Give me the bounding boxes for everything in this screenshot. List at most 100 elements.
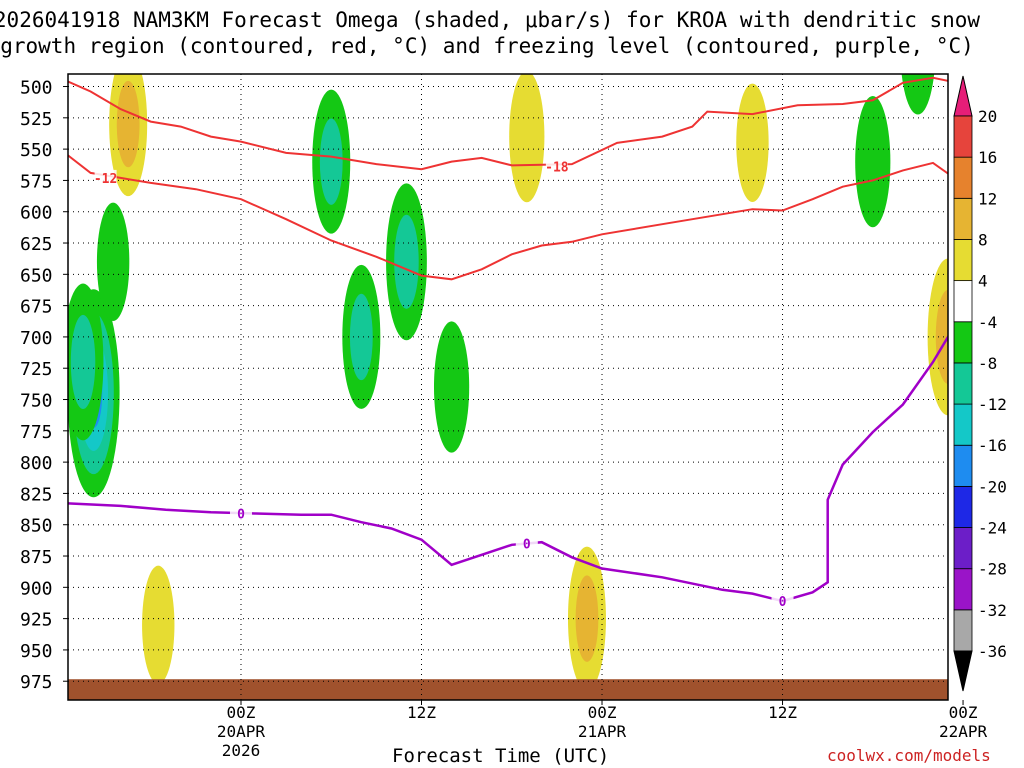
omega-shade bbox=[935, 289, 948, 384]
y-tick-label: 950 bbox=[20, 641, 53, 662]
colorbar-swatch bbox=[953, 115, 973, 158]
colorbar-label: -36 bbox=[978, 642, 1007, 661]
colorbar-swatch bbox=[953, 444, 973, 487]
y-tick-label: 725 bbox=[20, 359, 53, 380]
y-axis-ticks: 500 525 550 575 600 625 650 675 700 725 750 775 800 8… bbox=[20, 78, 68, 693]
y-tick-label: 775 bbox=[20, 422, 53, 443]
omega-feature-sink-lower-west bbox=[142, 565, 175, 685]
omega-feature-sink-upper-west bbox=[109, 74, 148, 197]
plot-frame bbox=[67, 73, 949, 701]
omega-feature-sink-afternoon bbox=[509, 74, 545, 203]
y-tick-label: 575 bbox=[20, 171, 53, 192]
chart-title-line-1: 2026041918 NAM3KM Forecast Omega (shaded… bbox=[0, 8, 981, 32]
omega-feature-lift-midday-3 bbox=[386, 183, 427, 341]
colorbar-label: -24 bbox=[978, 519, 1007, 538]
colorbar-legend: -36 -32 -28 -24 -20 -16 -12 -8 -4 4 8 12 16 20 bbox=[953, 75, 1007, 692]
omega-shade bbox=[70, 314, 96, 409]
dgz-isotherm-label-1: -18 bbox=[545, 161, 569, 176]
x-tick-label: 00Z bbox=[227, 703, 256, 722]
omega-shade bbox=[142, 565, 175, 685]
y-tick-label: 550 bbox=[20, 140, 53, 161]
freezing-level-label-0: 0 bbox=[237, 507, 245, 522]
dgz-isotherm-1 bbox=[68, 76, 948, 171]
x-tick-label: 00Z bbox=[588, 703, 617, 722]
omega-shade bbox=[433, 321, 470, 453]
x-tick-label: 00Z bbox=[949, 703, 978, 722]
freezing-level-label-1: 0 bbox=[523, 538, 531, 553]
omega-feature-lift-midday-4 bbox=[433, 321, 470, 453]
y-tick-label: 675 bbox=[20, 297, 53, 318]
y-tick-label: 600 bbox=[20, 203, 53, 224]
dgz-isotherm-label-0-bg bbox=[94, 169, 117, 185]
omega-shade bbox=[96, 202, 130, 321]
colorbar-swatch bbox=[953, 239, 973, 282]
omega-feature-lift-east-core bbox=[1000, 277, 1024, 459]
colorbar-label: -16 bbox=[978, 436, 1007, 455]
colorbar-label: 8 bbox=[978, 230, 988, 249]
freezing-level-label-0-bg bbox=[229, 505, 252, 521]
colorbar-swatch bbox=[953, 527, 973, 570]
grid bbox=[68, 74, 948, 700]
dgz-isotherm-label-0: -12 bbox=[94, 172, 117, 187]
colorbar-label: -4 bbox=[978, 313, 997, 332]
colorbar-label: -28 bbox=[978, 560, 1007, 579]
plot-area: -12 -18 0 0 0 bbox=[68, 74, 1024, 700]
x-tick-label: 2026 bbox=[222, 741, 261, 760]
y-tick-label: 750 bbox=[20, 391, 53, 412]
x-axis-label: Forecast Time (UTC) bbox=[392, 745, 610, 767]
y-tick-label: 850 bbox=[20, 516, 53, 537]
colorbar-swatch bbox=[953, 362, 973, 405]
omega-shade bbox=[1013, 329, 1024, 407]
y-tick-label: 975 bbox=[20, 672, 53, 693]
colorbar-swatch-min bbox=[953, 650, 973, 692]
omega-feature-lift-band-upper-west bbox=[96, 202, 130, 321]
omega-feature-lift-midday-2 bbox=[342, 264, 381, 409]
colorbar-swatch bbox=[953, 321, 973, 364]
chart-title-line-2: growth region (contoured, red, °C) and f… bbox=[0, 34, 974, 58]
freezing-level-label-1-bg bbox=[515, 535, 538, 551]
colorbar-swatch-max bbox=[953, 75, 973, 117]
y-tick-label: 650 bbox=[20, 265, 53, 286]
omega-shade bbox=[901, 74, 935, 115]
omega-feature-sink-morning bbox=[736, 83, 769, 203]
terrain-ground bbox=[68, 679, 948, 700]
x-tick-label: 12Z bbox=[407, 703, 436, 722]
colorbar-label: -32 bbox=[978, 601, 1007, 620]
colorbar-swatch bbox=[953, 485, 973, 528]
y-tick-label: 625 bbox=[20, 234, 53, 255]
omega-feature-sink-day3 bbox=[927, 258, 948, 416]
omega-shade bbox=[855, 96, 891, 228]
y-tick-label: 875 bbox=[20, 547, 53, 568]
x-tick-label: 22APR bbox=[939, 722, 988, 741]
colorbar-label: -8 bbox=[978, 354, 997, 373]
omega-feature-lift-day3-2 bbox=[901, 74, 935, 115]
omega-shade bbox=[575, 575, 599, 662]
y-tick-label: 900 bbox=[20, 578, 53, 599]
omega-shade bbox=[394, 214, 419, 309]
colorbar-swatch bbox=[953, 156, 973, 199]
x-tick-label: 12Z bbox=[768, 703, 797, 722]
x-tick-label: 20APR bbox=[217, 722, 266, 741]
omega-shade bbox=[1007, 303, 1024, 433]
colorbar-label: 4 bbox=[978, 272, 988, 291]
omega-shade bbox=[319, 118, 343, 205]
omega-feature-lift-day3 bbox=[855, 96, 891, 228]
dgz-isotherm-label-1-bg bbox=[545, 158, 568, 174]
credit-link[interactable]: coolwx.com/models bbox=[827, 746, 991, 765]
colorbar-label: 16 bbox=[978, 148, 997, 167]
y-tick-label: 525 bbox=[20, 109, 53, 130]
colorbar-swatch bbox=[953, 403, 973, 446]
colorbar-label: -12 bbox=[978, 395, 1007, 414]
freezing-level-label-2: 0 bbox=[779, 595, 787, 610]
colorbar-swatch bbox=[953, 197, 973, 240]
colorbar-label: 20 bbox=[978, 107, 997, 126]
colorbar-label: -20 bbox=[978, 477, 1007, 496]
colorbar-swatch bbox=[953, 609, 973, 652]
omega-shade bbox=[116, 80, 140, 168]
omega-feature-sink-evening-low bbox=[567, 546, 606, 691]
colorbar-label: 12 bbox=[978, 189, 997, 208]
y-tick-label: 800 bbox=[20, 453, 53, 474]
omega-feature-lift-midday-1 bbox=[312, 89, 351, 234]
